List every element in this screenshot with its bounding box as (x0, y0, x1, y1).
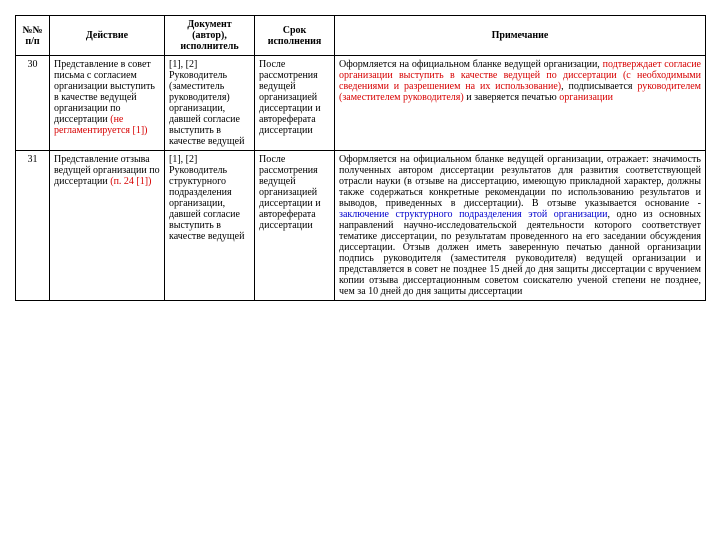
cell-num: 30 (16, 56, 50, 151)
cell-action: Представление отзыва ведущей организации… (50, 151, 165, 301)
cell-note: Оформляется на официальном бланке ведуще… (335, 56, 706, 151)
header-time: Срок исполнения (255, 16, 335, 56)
cell-time: После рассмотрения ведущей организацией … (255, 56, 335, 151)
cell-doc: [1], [2] Руководитель (заместитель руков… (165, 56, 255, 151)
table-row: 30 Представление в совет письма с соглас… (16, 56, 706, 151)
note-blue-text: заключение структурного подразделения эт… (339, 209, 607, 220)
note-text: Оформляется на официальном бланке ведуще… (339, 154, 701, 209)
header-note: Примечание (335, 16, 706, 56)
table-row: 31 Представление отзыва ведущей организа… (16, 151, 706, 301)
header-action: Действие (50, 16, 165, 56)
note-text: , одно из основных направлений научно-ис… (339, 209, 701, 297)
cell-note: Оформляется на официальном бланке ведуще… (335, 151, 706, 301)
header-num: №№ п/п (16, 16, 50, 56)
note-red-text: организации (559, 92, 613, 103)
note-text: , подписывается (561, 81, 637, 92)
cell-time: После рассмотрения ведущей организацией … (255, 151, 335, 301)
action-text: Представление в совет письма с согласием… (54, 59, 155, 125)
note-text: Оформляется на официальном бланке ведуще… (339, 59, 603, 70)
header-doc: Документ (автор), исполнитель (165, 16, 255, 56)
procedure-table: №№ п/п Действие Документ (автор), исполн… (15, 15, 706, 301)
action-red-text: (п. 24 [1]) (110, 176, 151, 187)
cell-action: Представление в совет письма с согласием… (50, 56, 165, 151)
note-text: и заверяется печатью (464, 92, 560, 103)
cell-num: 31 (16, 151, 50, 301)
table-header-row: №№ п/п Действие Документ (автор), исполн… (16, 16, 706, 56)
cell-doc: [1], [2] Руководитель структурного подра… (165, 151, 255, 301)
